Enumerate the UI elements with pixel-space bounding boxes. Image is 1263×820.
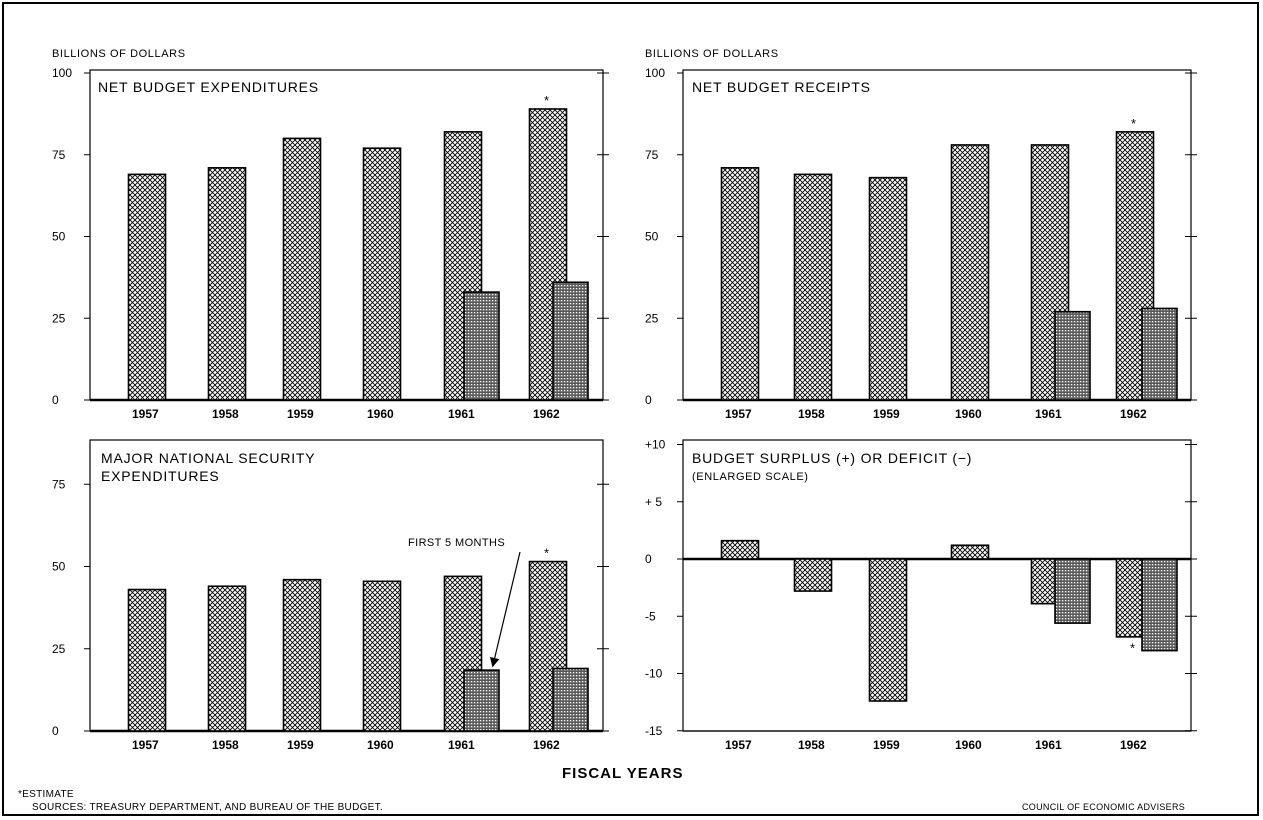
x-tick-label: 1962 bbox=[533, 738, 560, 752]
x-axis-title: FISCAL YEARS bbox=[562, 765, 684, 782]
bar-full-year bbox=[282, 578, 322, 732]
estimate-note: *ESTIMATE bbox=[18, 789, 74, 800]
y-tick-label: 75 bbox=[52, 148, 66, 162]
bar-full-year bbox=[362, 580, 402, 732]
x-tick-label: 1959 bbox=[287, 407, 314, 421]
chart-title: MAJOR NATIONAL SECURITY bbox=[101, 450, 315, 466]
x-tick-label: 1961 bbox=[1035, 738, 1062, 752]
annotation-arrow bbox=[490, 551, 521, 668]
x-tick-label: 1958 bbox=[212, 738, 239, 752]
bar-full-year bbox=[950, 544, 990, 560]
x-tick-label: 1958 bbox=[798, 407, 825, 421]
x-tick-label: 1960 bbox=[955, 738, 982, 752]
estimate-asterisk: * bbox=[544, 93, 549, 108]
x-tick-label: 1961 bbox=[448, 738, 475, 752]
y-tick-label: +10 bbox=[645, 438, 666, 452]
bar-partial-year bbox=[552, 667, 589, 732]
x-tick-label: 1957 bbox=[132, 738, 159, 752]
y-tick-label: 75 bbox=[52, 477, 66, 491]
bar-partial-year bbox=[1141, 307, 1178, 401]
bar-partial-year bbox=[1054, 310, 1091, 401]
credit-note: COUNCIL OF ECONOMIC ADVISERS bbox=[1022, 802, 1186, 812]
bar-partial-year bbox=[552, 281, 589, 401]
bar-full-year bbox=[793, 558, 833, 592]
y-axis-label: BILLIONS OF DOLLARS bbox=[52, 48, 186, 60]
chart-title: BUDGET SURPLUS (+) OR DEFICIT (−) bbox=[692, 450, 972, 466]
y-tick-label: 75 bbox=[645, 148, 659, 162]
y-tick-label: 0 bbox=[52, 724, 59, 738]
chart-title: EXPENDITURES bbox=[101, 468, 220, 484]
y-tick-label: 50 bbox=[52, 230, 66, 244]
chart-frame bbox=[682, 439, 1192, 732]
y-tick-label: 50 bbox=[52, 560, 66, 574]
x-tick-label: 1962 bbox=[1120, 407, 1147, 421]
x-tick-label: 1959 bbox=[873, 407, 900, 421]
chart-title: NET BUDGET EXPENDITURES bbox=[98, 79, 319, 95]
bar-full-year bbox=[207, 167, 247, 401]
chart-panel-4: -15 -10 -5 0 + 5 +10 BUDGET SURPLUS (+) OR DEF… bbox=[645, 438, 1197, 752]
y-tick-label: + 5 bbox=[645, 495, 662, 509]
bar-full-year bbox=[868, 558, 908, 702]
bar-partial-year bbox=[463, 291, 500, 401]
bar-full-year bbox=[1115, 131, 1155, 401]
y-tick-label: -5 bbox=[645, 609, 656, 623]
estimate-asterisk: * bbox=[544, 546, 549, 561]
bar-partial-year bbox=[1141, 558, 1178, 652]
x-tick-label: 1958 bbox=[798, 738, 825, 752]
bar-full-year bbox=[127, 173, 167, 401]
x-tick-label: 1958 bbox=[212, 407, 239, 421]
estimate-asterisk: * bbox=[1131, 116, 1136, 131]
bar-full-year bbox=[950, 144, 990, 401]
chart-panel-3: 0 25 50 75 MAJOR NATIONAL SECURITY EXPENDITUR… bbox=[52, 439, 609, 752]
y-tick-label: -10 bbox=[645, 667, 663, 681]
chart-panel-1: BILLIONS OF DOLLARS 0 25 50 75 100 NET BUDGET … bbox=[52, 48, 609, 421]
bar-full-year bbox=[720, 167, 760, 401]
bar-full-year bbox=[720, 539, 760, 560]
chart-panel-2: BILLIONS OF DOLLARS 0 25 50 75 100 NET BUDGET … bbox=[645, 48, 1197, 421]
annotation-label: FIRST 5 MONTHS bbox=[408, 537, 505, 549]
x-tick-label: 1962 bbox=[533, 407, 560, 421]
y-tick-label: 25 bbox=[645, 311, 659, 325]
y-tick-label: 25 bbox=[52, 311, 66, 325]
first-months-annotation: FIRST 5 MONTHS bbox=[408, 537, 521, 668]
bar-partial-year bbox=[1054, 558, 1091, 624]
y-tick-label: 0 bbox=[645, 393, 652, 407]
x-tick-label: 1959 bbox=[287, 738, 314, 752]
x-tick-label: 1957 bbox=[132, 407, 159, 421]
y-tick-label: 0 bbox=[52, 393, 59, 407]
y-tick-label: 50 bbox=[645, 230, 659, 244]
estimate-asterisk: * bbox=[1130, 641, 1135, 656]
bar-full-year bbox=[207, 585, 247, 732]
bar-full-year bbox=[793, 173, 833, 401]
y-axis-label: BILLIONS OF DOLLARS bbox=[645, 48, 779, 60]
chart-subtitle: (ENLARGED SCALE) bbox=[692, 471, 809, 483]
x-tick-label: 1957 bbox=[725, 738, 752, 752]
x-tick-label: 1960 bbox=[367, 407, 394, 421]
x-tick-label: 1960 bbox=[367, 738, 394, 752]
x-tick-label: 1957 bbox=[725, 407, 752, 421]
bar-full-year bbox=[127, 588, 167, 732]
bar-full-year bbox=[362, 147, 402, 401]
x-tick-label: 1960 bbox=[955, 407, 982, 421]
x-tick-label: 1959 bbox=[873, 738, 900, 752]
x-tick-label: 1961 bbox=[1035, 407, 1062, 421]
y-tick-label: -15 bbox=[645, 724, 663, 738]
y-tick-label: 100 bbox=[645, 66, 665, 80]
y-tick-label: 0 bbox=[645, 552, 652, 566]
y-tick-label: 25 bbox=[52, 642, 66, 656]
bar-full-year bbox=[868, 176, 908, 401]
y-tick-label: 100 bbox=[52, 66, 72, 80]
bar-full-year bbox=[443, 575, 483, 732]
chart-frame bbox=[89, 69, 604, 401]
bar-partial-year bbox=[463, 669, 500, 732]
x-tick-label: 1962 bbox=[1120, 738, 1147, 752]
sources-note: SOURCES: TREASURY DEPARTMENT, AND BUREAU… bbox=[32, 802, 384, 813]
x-tick-label: 1961 bbox=[448, 407, 475, 421]
bar-full-year bbox=[282, 137, 322, 401]
chart-title: NET BUDGET RECEIPTS bbox=[692, 79, 871, 95]
